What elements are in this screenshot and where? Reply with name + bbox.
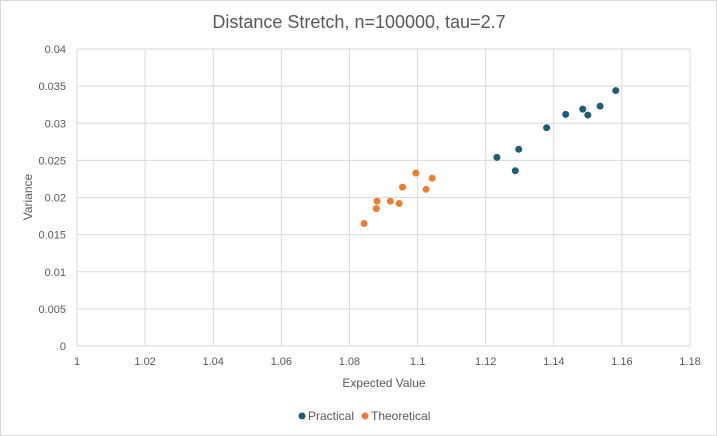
x-tick-label: 1.06 <box>271 356 292 368</box>
y-axis-title: Variance <box>21 173 35 220</box>
y-tick-label: 0.035 <box>38 81 66 93</box>
data-point-theoretical <box>412 169 420 177</box>
data-point-practical <box>493 153 501 161</box>
x-tick-label: 1.12 <box>475 356 496 368</box>
data-point-theoretical <box>373 197 381 205</box>
legend-marker-practical <box>298 412 306 420</box>
gridlines <box>76 48 691 347</box>
y-tick-label: 0.04 <box>45 44 66 56</box>
legend-label-theoretical: Theoretical <box>371 409 430 423</box>
data-point-practical <box>511 167 519 175</box>
chart-title: Distance Stretch, n=100000, tau=2.7 <box>212 12 505 32</box>
y-tick-label: 0.03 <box>45 118 66 130</box>
y-tick-label: 0.015 <box>38 230 66 242</box>
y-tick-label: 0.025 <box>38 155 66 167</box>
legend-marker-theoretical <box>361 412 369 420</box>
y-tick-label: 0.005 <box>38 304 66 316</box>
data-point-theoretical <box>360 219 368 227</box>
data-point-theoretical <box>386 197 394 205</box>
x-tick-label: 1.04 <box>203 356 224 368</box>
x-tick-label: 1.02 <box>134 356 155 368</box>
data-points <box>360 87 620 227</box>
x-tick-label: 1.16 <box>611 356 632 368</box>
x-axis-title: Expected Value <box>342 376 425 390</box>
data-point-theoretical <box>395 199 403 207</box>
x-tick-label: 1 <box>74 356 80 368</box>
y-tick-label: 0.01 <box>45 267 66 279</box>
y-tick-label: 0 <box>60 341 66 353</box>
x-tick-label: 1.1 <box>410 356 425 368</box>
data-point-practical <box>562 110 570 118</box>
data-point-practical <box>596 102 604 110</box>
y-axis-tick-labels: 0 0.005 0.01 0.015 0.02 0.025 0.03 0.035 0.04 <box>38 44 66 353</box>
x-tick-label: 1.08 <box>339 356 360 368</box>
x-axis-tick-labels: 1 1.02 1.04 1.06 1.08 1.1 1.12 1.14 1.16 1.18 <box>74 356 701 368</box>
data-point-theoretical <box>372 205 380 213</box>
data-point-practical <box>515 145 523 153</box>
y-tick-label: 0.02 <box>45 193 66 205</box>
legend-label-practical: Practical <box>308 409 354 423</box>
x-tick-label: 1.14 <box>543 356 564 368</box>
data-point-practical <box>579 105 587 113</box>
data-point-practical <box>543 124 551 132</box>
data-point-practical <box>612 87 620 95</box>
data-point-practical <box>584 111 592 119</box>
legend: Practical Theoretical <box>298 409 430 423</box>
data-point-theoretical <box>428 174 436 182</box>
data-point-theoretical <box>399 183 407 191</box>
data-point-theoretical <box>422 185 430 193</box>
x-tick-label: 1.18 <box>679 356 700 368</box>
